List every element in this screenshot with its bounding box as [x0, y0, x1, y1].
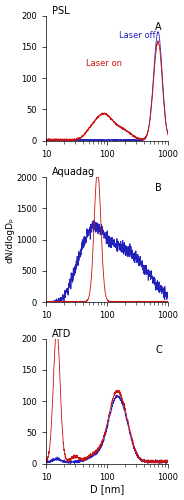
X-axis label: D [nm]: D [nm]: [90, 484, 124, 494]
Text: PSL: PSL: [52, 6, 70, 16]
Text: Laser off: Laser off: [119, 30, 156, 40]
Text: B: B: [155, 184, 162, 194]
Y-axis label: dN/dlogDₚ: dN/dlogDₚ: [6, 216, 15, 262]
Text: Laser on: Laser on: [86, 60, 122, 68]
Text: A: A: [155, 22, 162, 32]
Text: Aquadag: Aquadag: [52, 167, 95, 177]
Text: C: C: [155, 345, 162, 355]
Text: ATD: ATD: [52, 328, 71, 338]
